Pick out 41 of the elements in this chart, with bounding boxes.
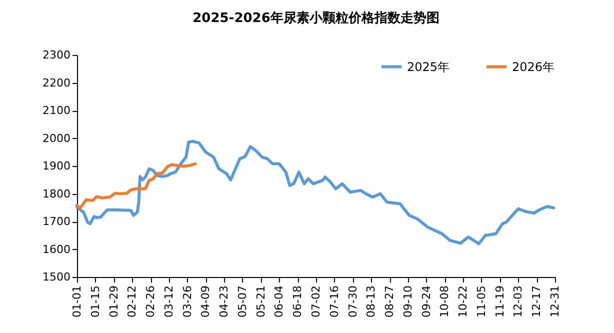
x-tick-label: 12-03 xyxy=(512,286,525,318)
x-tick-label: 01-01 xyxy=(70,286,84,318)
chart-title: 2025-2026年尿素小颗粒价格指数走势图 xyxy=(192,10,440,26)
y-tick-label: 1800 xyxy=(42,187,70,200)
x-tick-label: 01-29 xyxy=(107,286,120,318)
x-tick-label: 07-02 xyxy=(310,286,322,318)
x-tick-label: 05-07 xyxy=(236,286,249,318)
y-tick-label: 1600 xyxy=(42,242,70,256)
x-tick-label: 08-13 xyxy=(364,286,378,318)
legend-label: 2025年 xyxy=(407,60,450,74)
x-tick-label: 11-19 xyxy=(493,286,506,318)
x-tick-label: 12-31 xyxy=(548,286,562,318)
y-tick-label: 1700 xyxy=(42,215,70,228)
x-tick-label: 10-22 xyxy=(456,286,470,318)
x-tick-label: 09-24 xyxy=(420,286,433,318)
x-tick-label: 08-27 xyxy=(383,286,396,318)
x-tick-label: 03-26 xyxy=(180,286,194,318)
line-series xyxy=(76,140,556,246)
x-tick-label: 12-17 xyxy=(530,286,544,318)
x-tick-label: 03-12 xyxy=(162,286,176,318)
x-tick-label: 05-21 xyxy=(254,286,268,318)
y-tick-label: 2300 xyxy=(42,48,70,62)
x-tick-label: 09-10 xyxy=(401,286,414,318)
x-tick-label: 02-26 xyxy=(144,286,158,318)
x-tick-label: 10-08 xyxy=(438,286,452,318)
x-tick-label: 02-12 xyxy=(126,286,139,318)
x-tick-label: 06-18 xyxy=(291,286,304,318)
x-tick-label: 11-05 xyxy=(474,286,488,318)
y-tick-label: 2000 xyxy=(42,132,70,145)
x-tick-label: 07-30 xyxy=(346,286,360,318)
y-tick-label: 2200 xyxy=(42,76,70,90)
y-tick-label: 1900 xyxy=(42,160,70,172)
x-tick-label: 04-09 xyxy=(199,286,212,318)
line-series xyxy=(76,162,197,209)
x-tick-label: 07-16 xyxy=(328,286,341,318)
x-tick-label: 01-15 xyxy=(88,286,102,318)
x-tick-label: 06-04 xyxy=(272,286,286,318)
legend-label: 2026年 xyxy=(512,60,555,74)
y-tick-label: 1500 xyxy=(42,270,70,284)
y-tick-label: 2100 xyxy=(42,104,70,117)
x-tick-label: 04-23 xyxy=(218,286,231,318)
